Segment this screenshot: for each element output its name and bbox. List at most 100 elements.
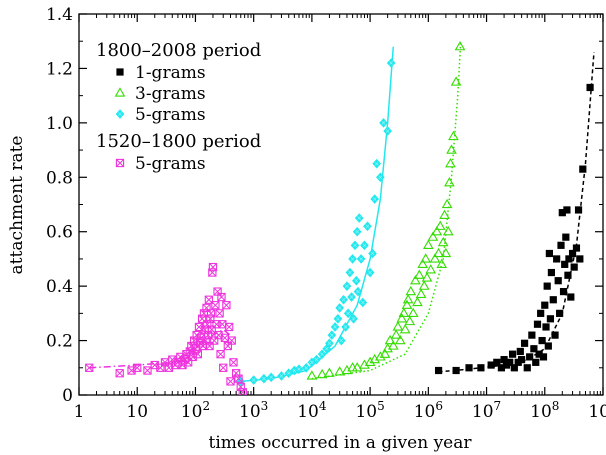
point-5-grams-2 <box>336 335 346 346</box>
point-5-grams-3 <box>234 374 243 383</box>
point-5-grams-2 <box>277 371 286 381</box>
point-1-grams-0 <box>541 301 549 309</box>
point-1-grams-0 <box>556 309 564 317</box>
legend-entry: 1-grams <box>135 63 206 83</box>
point-1-grams-0 <box>557 241 565 249</box>
point-3-grams-1 <box>429 253 441 263</box>
point-5-grams-3 <box>226 377 235 386</box>
point-5-grams-3 <box>219 363 228 372</box>
x-tick-label: 104 <box>297 399 327 422</box>
point-1-grams-0 <box>562 233 570 241</box>
point-5-grams-3 <box>115 369 124 378</box>
point-5-grams-3 <box>184 358 193 367</box>
point-5-grams-3 <box>227 336 236 345</box>
point-1-grams-0 <box>559 287 568 296</box>
y-tick-label: 0.8 <box>46 168 73 188</box>
point-1-grams-0 <box>535 350 543 358</box>
series-3-grams-1 <box>306 40 466 380</box>
point-1-grams-0 <box>533 320 542 328</box>
x-tick-label: 103 <box>239 399 268 422</box>
point-1-grams-0 <box>546 315 555 323</box>
point-1-grams-0 <box>497 364 506 372</box>
point-5-grams-2 <box>349 314 358 324</box>
point-1-grams-0 <box>452 366 460 375</box>
point-3-grams-1 <box>324 367 335 377</box>
y-tick-label: 0 <box>62 386 73 406</box>
point-1-grams-0 <box>537 309 545 317</box>
point-3-grams-1 <box>442 226 454 236</box>
axis-ticks: 1 10 102 103 104 105 106 107 108 109 0 0.2 0.4 0.6 0.8… <box>46 5 606 422</box>
point-5-grams-3 <box>238 388 247 395</box>
point-1-grams-0 <box>567 293 575 301</box>
point-5-grams-3 <box>208 262 218 272</box>
point-5-grams-2 <box>358 297 368 308</box>
point-5-grams-2 <box>352 226 362 237</box>
point-3-grams-1 <box>398 307 410 318</box>
point-5-grams-2 <box>327 330 337 340</box>
point-3-grams-1 <box>454 40 466 51</box>
point-5-grams-3 <box>133 363 142 372</box>
point-1-grams-0 <box>561 260 569 268</box>
point-5-grams-3 <box>215 309 224 318</box>
point-3-grams-1 <box>445 157 456 168</box>
point-5-grams-3 <box>143 366 152 375</box>
point-5-grams-3 <box>216 350 225 359</box>
point-5-grams-2 <box>370 194 380 204</box>
point-5-grams-2 <box>360 240 369 251</box>
legend-marker <box>116 68 124 76</box>
point-1-grams-0 <box>568 249 577 258</box>
point-5-grams-2 <box>325 338 334 349</box>
x-tick-label: 106 <box>414 399 443 422</box>
legend-entry: 5-grams <box>135 105 206 125</box>
point-3-grams-1 <box>390 329 402 339</box>
legend-marker <box>115 109 125 119</box>
point-1-grams-0 <box>532 358 540 366</box>
point-5-grams-2 <box>365 267 375 278</box>
point-5-grams-2 <box>343 308 353 319</box>
point-5-grams-2 <box>348 254 357 264</box>
point-5-grams-2 <box>350 240 360 251</box>
point-1-grams-0 <box>434 366 443 375</box>
point-1-grams-0 <box>579 165 587 173</box>
point-3-grams-1 <box>351 362 363 372</box>
point-5-grams-3 <box>211 301 220 310</box>
point-3-grams-1 <box>387 340 399 350</box>
point-5-grams-2 <box>386 58 396 68</box>
point-1-grams-0 <box>574 206 583 214</box>
point-1-grams-0 <box>544 342 552 350</box>
point-3-grams-1 <box>433 247 444 258</box>
point-1-grams-0 <box>508 350 517 358</box>
point-5-grams-2 <box>347 292 356 302</box>
point-5-grams-3 <box>217 292 226 302</box>
point-5-grams-2 <box>312 354 321 365</box>
point-3-grams-1 <box>421 272 433 282</box>
point-3-grams-1 <box>306 370 318 380</box>
series-5-grams-2 <box>236 58 396 387</box>
point-1-grams-0 <box>539 353 548 361</box>
point-3-grams-1 <box>401 299 413 309</box>
point-3-grams-1 <box>375 351 386 361</box>
point-5-grams-2 <box>356 254 366 264</box>
point-5-grams-3 <box>229 358 238 367</box>
point-5-grams-3 <box>198 341 208 351</box>
point-3-grams-1 <box>427 231 439 241</box>
point-1-grams-0 <box>565 255 573 263</box>
point-1-grams-0 <box>586 83 594 92</box>
point-3-grams-1 <box>425 264 437 274</box>
legend-entry: 5-grams <box>135 154 206 174</box>
point-5-grams-2 <box>294 364 304 374</box>
legend-marker <box>115 158 125 168</box>
point-1-grams-0 <box>563 206 571 214</box>
point-1-grams-0 <box>465 364 473 372</box>
point-3-grams-1 <box>436 258 448 269</box>
y-tick-label: 0.2 <box>46 332 73 352</box>
point-5-grams-3 <box>156 363 165 372</box>
legend-heading: 1800–2008 period <box>96 40 261 61</box>
point-1-grams-0 <box>551 331 559 339</box>
point-1-grams-0 <box>518 356 526 364</box>
x-tick-label: 109 <box>588 399 606 422</box>
fit-curve-3-grams-1 <box>311 41 462 380</box>
point-5-grams-2 <box>333 314 343 324</box>
point-1-grams-0 <box>542 323 550 331</box>
point-3-grams-1 <box>404 315 416 326</box>
